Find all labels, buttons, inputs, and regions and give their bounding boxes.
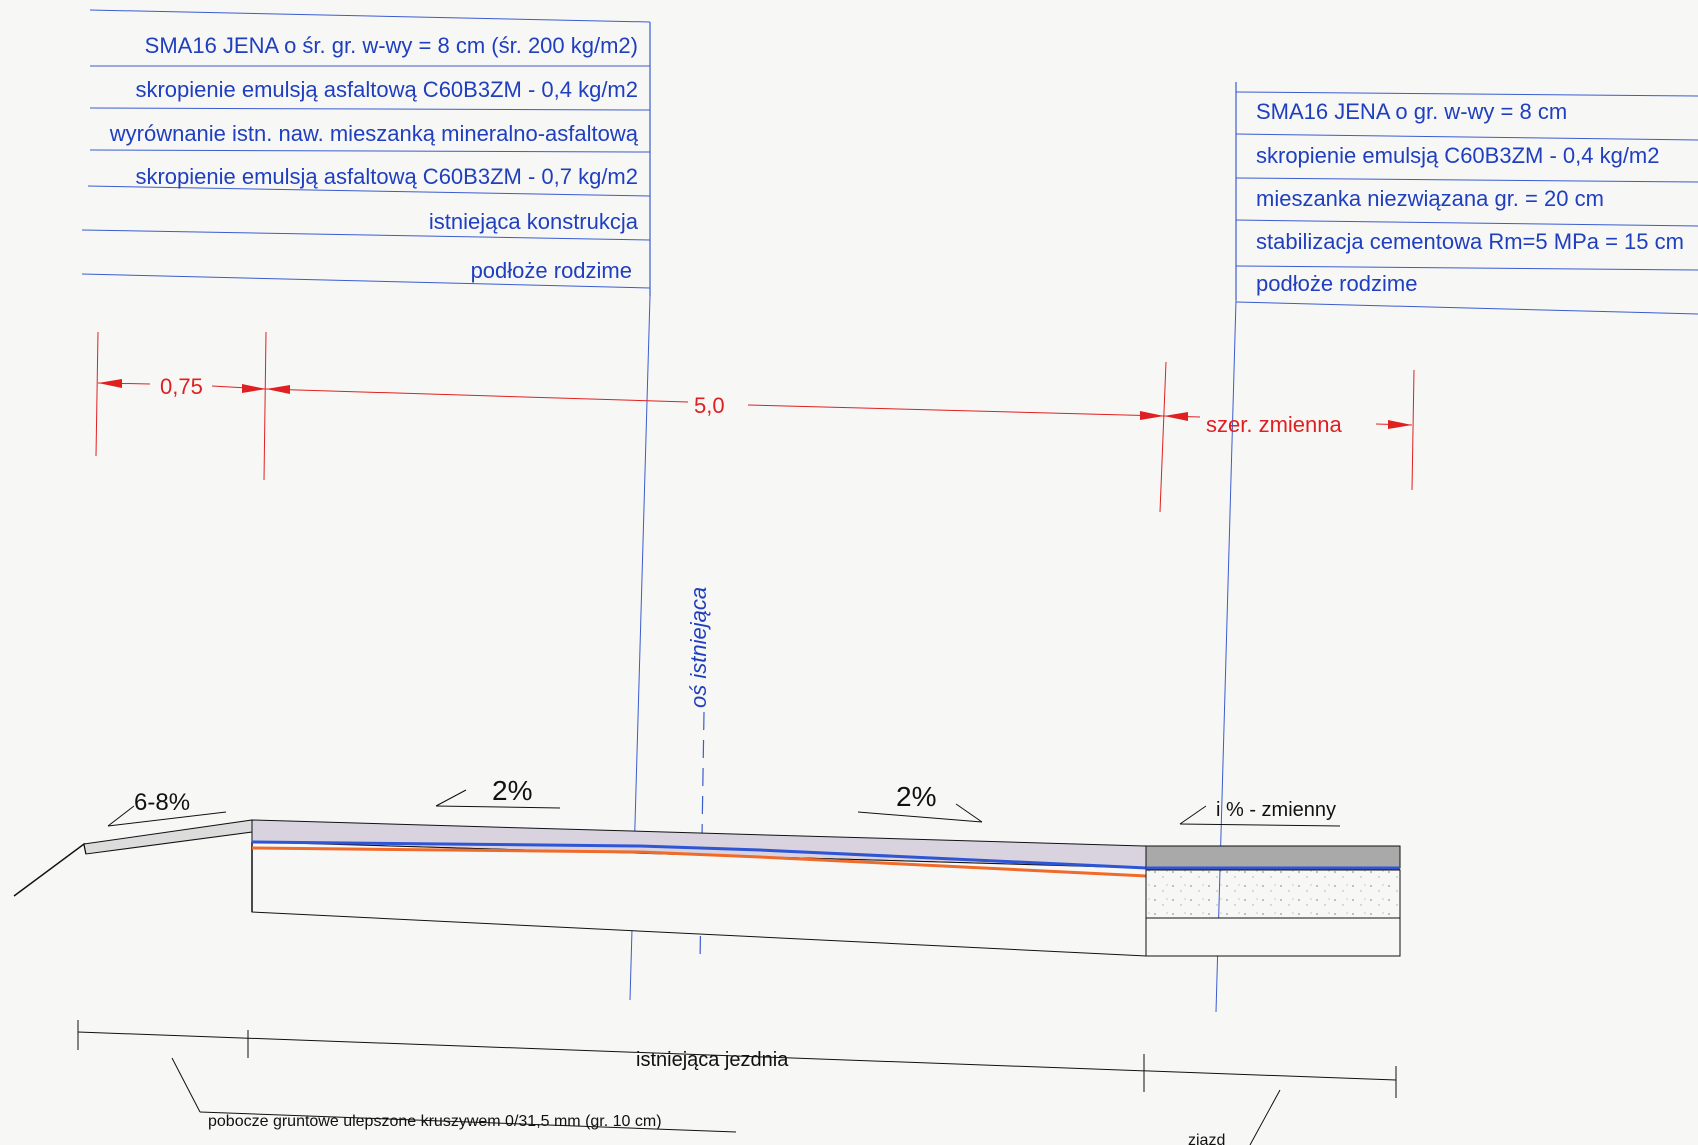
dim-road-width: 5,0 [694,393,725,418]
driveway-unbound-layer [1145,869,1401,919]
left-layer-6: podłoże rodzime [471,258,632,283]
slope-driveway: i % - zmienny [1216,799,1336,821]
label-driveway: ziazd [1188,1132,1225,1145]
driveway-wearing-course [1145,845,1401,869]
driveway-cement-stabilization [1145,917,1401,957]
cross-section [13,819,1401,957]
right-layer-3: mieszanka niezwiązana gr. = 20 cm [1256,186,1604,211]
levelling-layer-line [251,846,1147,878]
left-layer-5: istniejąca konstrukcja [429,209,639,234]
left-layer-2: skropienie emulsją asfaltową C60B3ZM - 0… [135,77,638,102]
left-layer-table: SMA16 JENA o śr. gr. w-wy = 8 cm (śr. 20… [81,9,651,296]
right-layer-table: SMA16 JENA o gr. w-wy = 8 cm skropienie … [1235,82,1698,315]
dim-shoulder-width: 0,75 [160,374,203,399]
slope-shoulder: 6-8% [134,789,190,816]
slope-left-lane: 2% [492,775,532,806]
left-layer-1: SMA16 JENA o śr. gr. w-wy = 8 cm (śr. 20… [145,33,638,58]
emulsion-layer-line [251,840,1147,870]
right-layer-4: stabilizacja cementowa Rm=5 MPa = 15 cm [1256,229,1684,254]
slope-right-lane: 2% [896,781,936,812]
label-existing-roadway: istniejąca jezdnia [636,1049,789,1071]
label-shoulder-material: pobocze gruntowe ulepszone kruszywem 0/3… [208,1113,662,1130]
left-layer-4: skropienie emulsją asfaltową C60B3ZM - 0… [135,164,638,189]
dim-driveway-width: szer. zmienna [1206,412,1342,437]
bottom-dimension: istniejąca jezdnia pobocze gruntowe ulep… [77,1020,1397,1145]
right-layer-2: skropienie emulsją C60B3ZM - 0,4 kg/m2 [1256,143,1660,168]
right-layer-1: SMA16 JENA o gr. w-wy = 8 cm [1256,99,1567,124]
left-layer-3: wyrównanie istn. naw. mieszanką mineraln… [109,121,639,146]
slope-annotations: 6-8% 2% 2% i % - zmienny [107,775,1341,827]
embankment-slope [13,842,87,897]
dimension-lines: 0,75 5,0 szer. zmienna [95,331,1415,513]
right-layer-5: podłoże rodzime [1256,271,1417,296]
axis-label: oś istniejąca [686,587,711,708]
